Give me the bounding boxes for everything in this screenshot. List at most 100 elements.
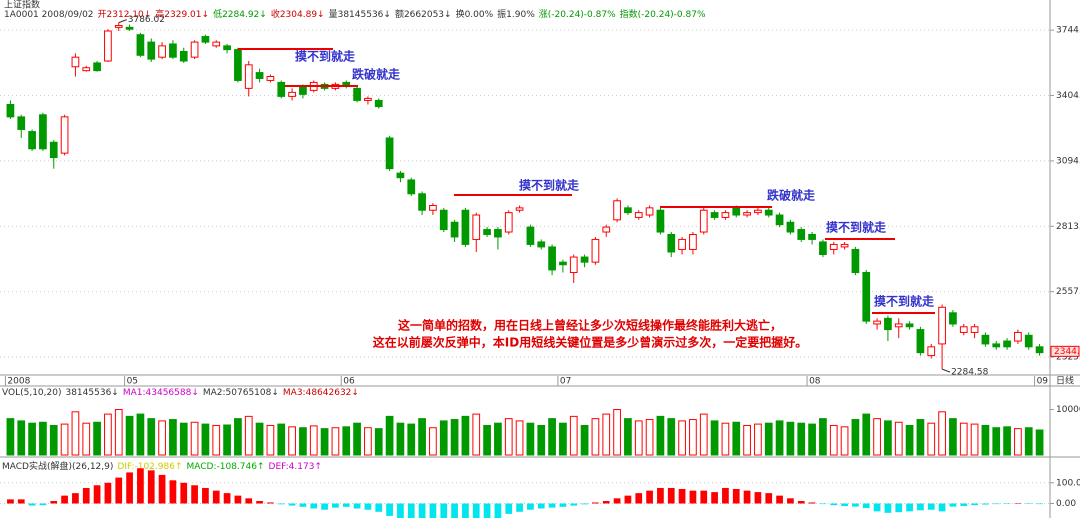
- info-item: 开2312.10↓: [98, 9, 152, 20]
- volume-bar: [689, 419, 697, 456]
- candle-body: [754, 209, 762, 214]
- y-tick-label: 3404.2: [1056, 91, 1080, 101]
- volume-bar: [992, 427, 1001, 456]
- macd-bar: [39, 503, 47, 506]
- macd-bar: [1014, 503, 1022, 504]
- info-item: 指数(-20.24)-0.87%: [620, 8, 706, 20]
- candle-body: [764, 209, 773, 216]
- volume-bar: [580, 424, 589, 456]
- volume-bar: [667, 418, 676, 456]
- candle-body: [385, 137, 394, 170]
- macd-bar: [819, 503, 827, 505]
- macd-bar: [949, 503, 957, 507]
- macd-bar: [657, 487, 664, 504]
- volume-bar: [656, 415, 665, 456]
- volume-bar: [515, 420, 524, 456]
- macd-bar: [82, 487, 90, 504]
- volume-bar: [905, 424, 914, 456]
- volume-bar: [320, 428, 329, 456]
- volume-bar: [201, 423, 210, 456]
- macd-bar: [202, 487, 209, 504]
- candle-body: [840, 243, 849, 248]
- macd-bar: [689, 490, 697, 504]
- volume-bar: [537, 424, 546, 456]
- volume-bar: [494, 422, 502, 456]
- macd-bar: [884, 503, 892, 513]
- volume-bar: [559, 422, 567, 456]
- volume-bar: [461, 415, 470, 456]
- y-tick-label: 100000: [1056, 405, 1080, 415]
- volume-bar: [808, 423, 816, 456]
- candle-body: [938, 306, 946, 345]
- macd-bar: [624, 495, 632, 504]
- candle-body: [894, 323, 903, 328]
- macd-bar: [386, 503, 393, 516]
- candle-body: [949, 312, 957, 325]
- macd-bar: [7, 499, 14, 504]
- volume-bar: [862, 413, 871, 456]
- volume-bar: [309, 425, 318, 456]
- last-price-box: [1050, 345, 1080, 357]
- candle-body: [82, 67, 91, 72]
- candle-body: [569, 256, 578, 274]
- date-label: 08: [809, 377, 821, 387]
- volume-bar: [981, 424, 990, 456]
- macd-bar: [732, 489, 740, 504]
- candle-body: [992, 343, 1001, 348]
- max-pointer: [118, 19, 127, 24]
- volume-bar: [418, 418, 426, 456]
- volume-bar: [266, 424, 275, 456]
- candle-body: [17, 116, 26, 130]
- candle-body: [634, 212, 643, 218]
- candle-body: [223, 45, 231, 51]
- volume-bar: [884, 420, 892, 456]
- volume-bar: [60, 423, 69, 456]
- macd-bar: [917, 503, 924, 511]
- macd-header: MACD实战(解盘)(26,12,9) DIF:-102.986↑ MACD:-10…: [2, 460, 322, 472]
- candle-body: [49, 141, 58, 159]
- volume-bar: [569, 415, 578, 456]
- macd-bar: [61, 495, 68, 504]
- volume-bar: [6, 418, 15, 456]
- candle-body: [699, 209, 708, 233]
- volume-bar: [764, 422, 773, 456]
- volume-bar: [385, 415, 394, 456]
- macd-bar: [700, 490, 708, 504]
- volume-bar: [136, 413, 145, 456]
- macd-bar: [678, 489, 686, 504]
- volume-bar: [223, 424, 231, 456]
- macd-bar: [332, 503, 339, 508]
- candle-body: [494, 229, 502, 238]
- volume-bar: [439, 420, 448, 456]
- volume-bar: [331, 427, 340, 456]
- volume-bar: [169, 419, 177, 456]
- date-label: 06: [343, 377, 355, 387]
- volume-bar: [916, 419, 925, 456]
- volume-bar: [93, 421, 101, 456]
- volume-bar: [288, 426, 296, 456]
- macd-bar: [169, 480, 177, 504]
- volume-bar: [678, 420, 686, 456]
- candle-body: [786, 221, 795, 233]
- volume-bar: [840, 426, 849, 456]
- macd-bar: [537, 503, 545, 509]
- macd-bar: [776, 495, 783, 504]
- volume-bar: [732, 421, 741, 456]
- candle-body: [591, 238, 600, 263]
- candle-body: [212, 41, 221, 47]
- candle-body: [234, 49, 242, 81]
- candle-body: [689, 233, 697, 250]
- date-label: 07: [560, 377, 571, 387]
- candle-body: [537, 241, 546, 248]
- candle-body: [916, 329, 925, 354]
- volume-bar: [797, 422, 806, 456]
- volume-bar: [548, 418, 556, 456]
- candle-body: [201, 36, 210, 43]
- macd-bar: [375, 503, 383, 512]
- macd-bar: [50, 501, 58, 504]
- macd-bar: [559, 503, 567, 507]
- macd-bar: [743, 490, 751, 504]
- volume-bar: [970, 423, 979, 456]
- volume-bar: [299, 427, 307, 456]
